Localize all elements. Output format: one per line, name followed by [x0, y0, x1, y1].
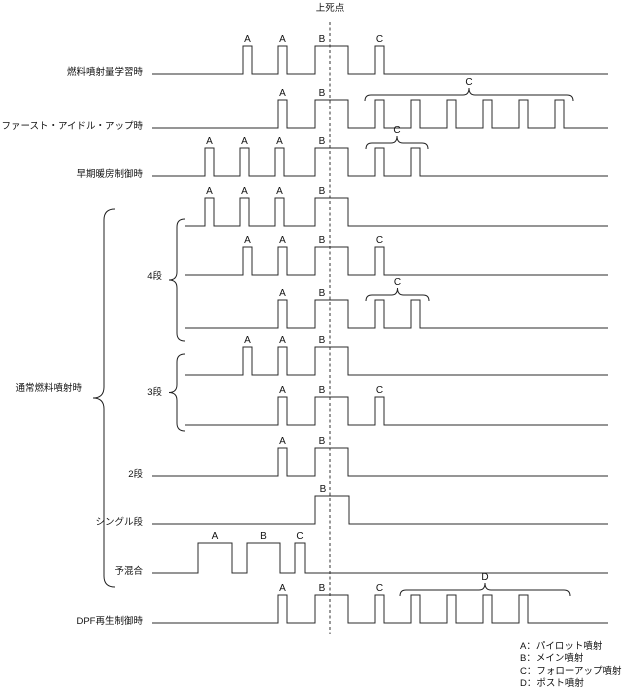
- svg-text:B: B: [319, 235, 326, 246]
- svg-text:A: A: [276, 186, 283, 197]
- svg-text:A: A: [241, 136, 248, 147]
- svg-text:B: B: [319, 186, 326, 197]
- svg-text:B: B: [319, 136, 326, 147]
- svg-text:A: A: [244, 335, 251, 346]
- svg-text:C: C: [296, 531, 303, 542]
- svg-text:B: B: [319, 385, 326, 396]
- legend-item-pilot: A：パイロット噴射: [520, 641, 603, 652]
- svg-text:B: B: [319, 335, 326, 346]
- svg-text:B: B: [319, 88, 326, 99]
- svg-text:B: B: [319, 436, 326, 447]
- svg-text:C: C: [376, 235, 383, 246]
- row-label-dpf-regen: DPF再生制御時: [76, 616, 143, 627]
- legend-item-followup: C：フォローアップ噴射: [520, 665, 622, 677]
- svg-text:D: D: [481, 572, 488, 583]
- svg-text:A: A: [279, 385, 286, 396]
- row-label-stage2: 2段: [128, 469, 143, 480]
- row-label-single-stage: シングル段: [95, 517, 143, 528]
- row-label-fast-idle-up: ファースト・アイドル・アップ時: [1, 121, 143, 132]
- top-dead-center-label: 上死点: [315, 3, 345, 14]
- svg-text:B: B: [320, 484, 327, 495]
- svg-text:A: A: [276, 136, 283, 147]
- svg-text:C: C: [376, 34, 383, 45]
- svg-text:A: A: [244, 235, 251, 246]
- legend: A：パイロット噴射 B：メイン噴射 C：フォローアップ噴射 D：ポスト噴射: [520, 641, 621, 690]
- svg-text:A: A: [279, 288, 286, 299]
- svg-text:C: C: [376, 583, 383, 594]
- row-label-early-warmup: 早期暖房制御時: [76, 169, 143, 180]
- svg-text:A: A: [279, 88, 286, 99]
- svg-text:A: A: [279, 436, 286, 447]
- svg-text:A: A: [212, 531, 219, 542]
- svg-text:A: A: [279, 583, 286, 594]
- svg-text:B: B: [260, 531, 267, 542]
- svg-text:C: C: [393, 125, 400, 136]
- svg-text:A: A: [241, 186, 248, 197]
- group-label-normal-injection: 通常燃料噴射時: [15, 383, 82, 394]
- svg-text:C: C: [376, 385, 383, 396]
- svg-text:B: B: [319, 288, 326, 299]
- svg-text:B: B: [319, 583, 326, 594]
- row-label-fuel-learning: 燃料噴射量学習時: [66, 67, 143, 78]
- svg-text:A: A: [206, 136, 213, 147]
- row-label-premix: 予混合: [114, 566, 143, 577]
- svg-text:A: A: [279, 34, 286, 45]
- svg-text:C: C: [465, 77, 472, 88]
- svg-text:A: A: [279, 235, 286, 246]
- group-label-stage3: 3段: [147, 387, 162, 398]
- svg-text:B: B: [319, 34, 326, 45]
- svg-text:C: C: [394, 277, 401, 288]
- svg-text:A: A: [279, 335, 286, 346]
- legend-item-post: D：ポスト噴射: [520, 678, 584, 690]
- group-label-stage4: 4段: [147, 271, 162, 282]
- legend-item-main: B：メイン噴射: [520, 653, 584, 665]
- svg-text:A: A: [244, 34, 251, 45]
- svg-text:A: A: [206, 186, 213, 197]
